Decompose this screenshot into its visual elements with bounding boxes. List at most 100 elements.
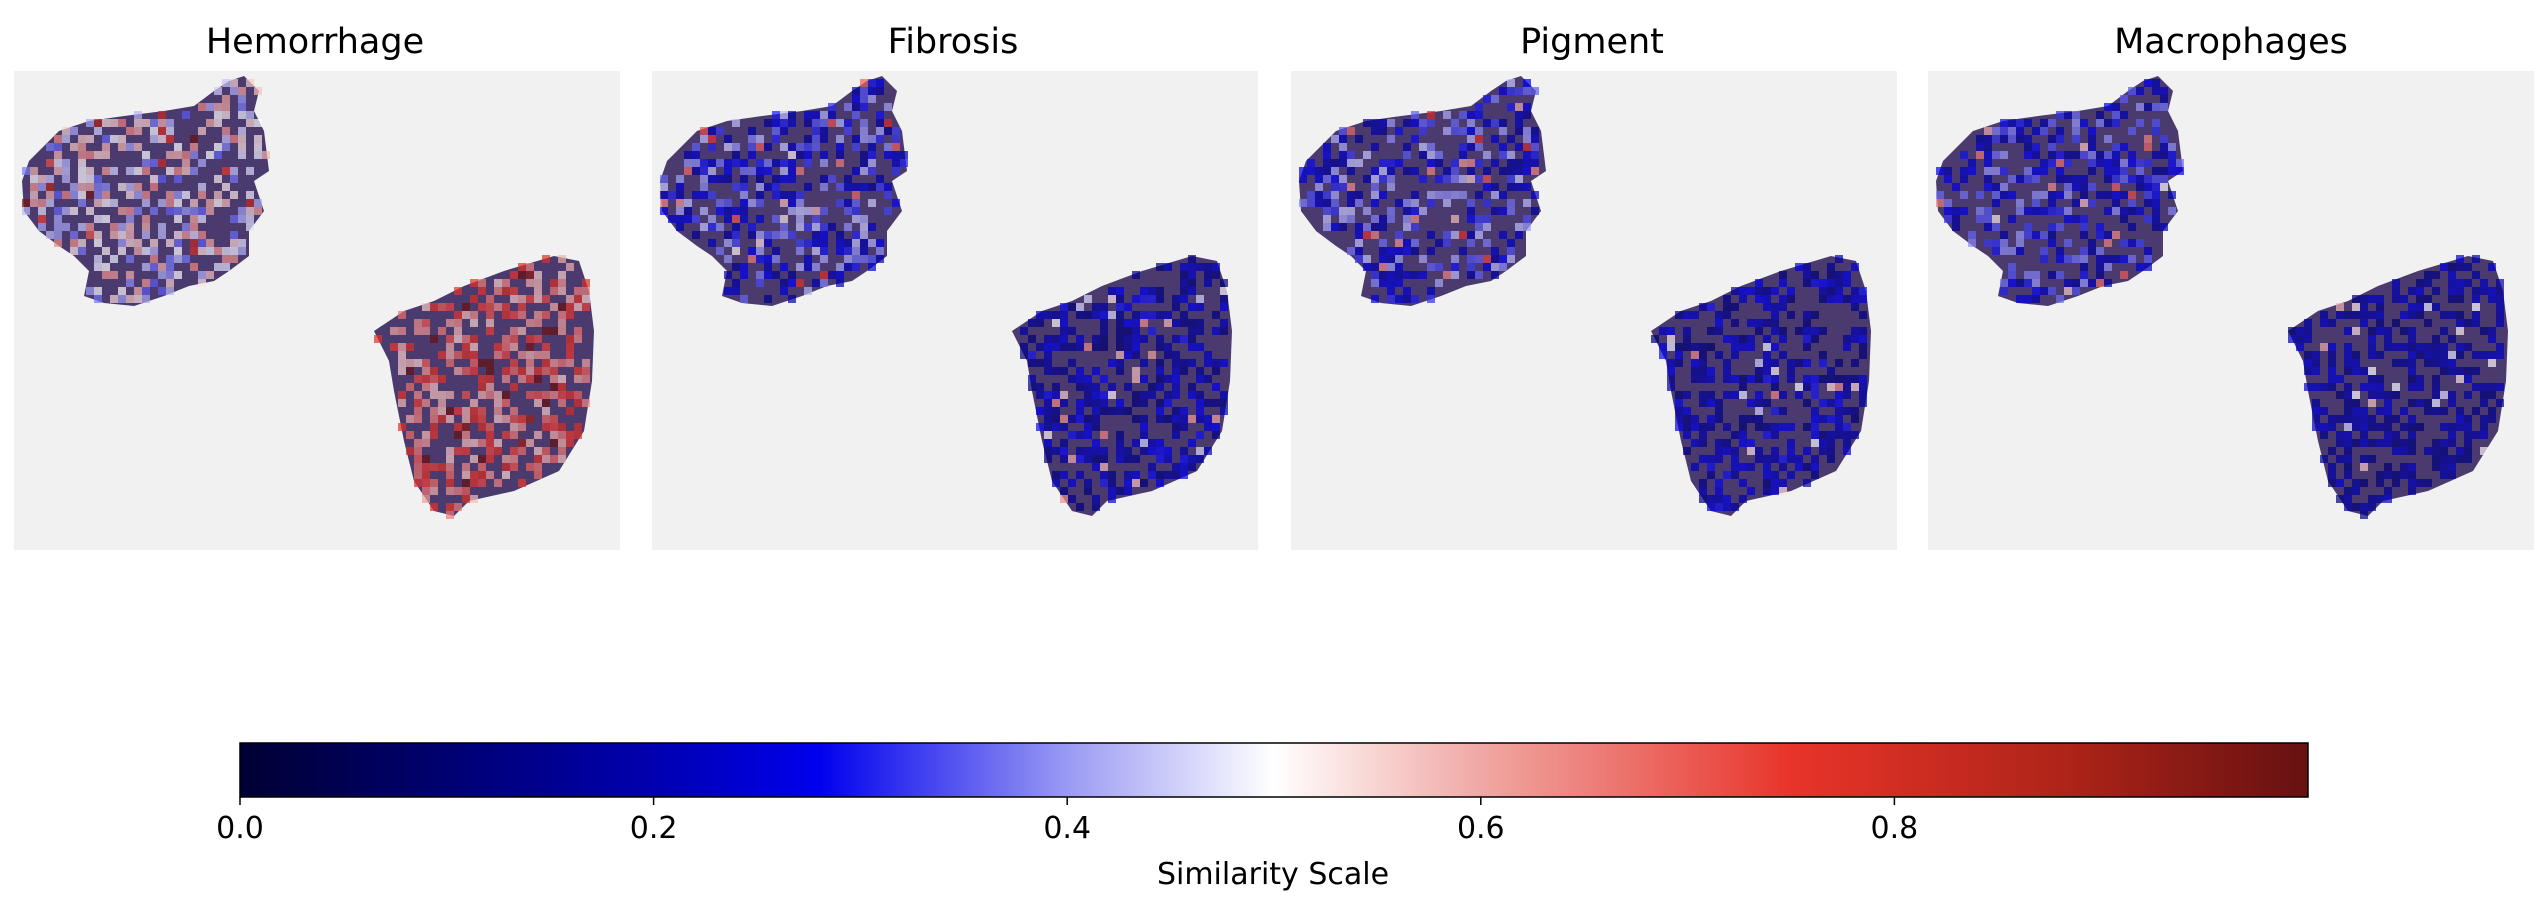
similarity-cell <box>1787 375 1795 383</box>
colorbar-tick-label: 0.0 <box>216 811 264 846</box>
similarity-cell <box>756 143 764 151</box>
similarity-cell <box>1952 183 1960 191</box>
similarity-cell <box>126 223 134 231</box>
similarity-cell <box>1507 87 1515 95</box>
similarity-cell <box>1084 311 1092 319</box>
similarity-cell <box>1148 351 1156 359</box>
similarity-cell <box>1811 271 1819 279</box>
similarity-cell <box>2368 335 2376 343</box>
similarity-cell <box>1755 455 1763 463</box>
similarity-cell <box>1523 183 1531 191</box>
similarity-cell <box>836 151 844 159</box>
similarity-cell <box>2104 159 2112 167</box>
similarity-cell <box>1803 311 1811 319</box>
similarity-cell <box>2472 271 2480 279</box>
similarity-cell <box>558 255 566 263</box>
similarity-cell <box>430 431 438 439</box>
similarity-cell <box>78 159 86 167</box>
similarity-cell <box>2144 191 2152 199</box>
similarity-cell <box>1992 127 2000 135</box>
similarity-cell <box>1715 407 1723 415</box>
similarity-cell <box>1339 151 1347 159</box>
similarity-cell <box>1060 455 1068 463</box>
similarity-cell <box>1731 319 1739 327</box>
similarity-cell <box>1140 447 1148 455</box>
similarity-cell <box>1507 175 1515 183</box>
similarity-cell <box>796 199 804 207</box>
similarity-cell <box>1427 119 1435 127</box>
similarity-cell <box>214 111 222 119</box>
similarity-cell <box>2072 151 2080 159</box>
similarity-cell <box>1451 159 1459 167</box>
similarity-cell <box>860 135 868 143</box>
similarity-cell <box>414 327 422 335</box>
similarity-cell <box>1100 431 1108 439</box>
similarity-cell <box>446 335 454 343</box>
similarity-cell <box>398 359 406 367</box>
similarity-cell <box>2408 415 2416 423</box>
similarity-cell <box>1060 367 1068 375</box>
similarity-cell <box>1084 423 1092 431</box>
similarity-cell <box>550 415 558 423</box>
similarity-cell <box>438 303 446 311</box>
similarity-cell <box>94 199 102 207</box>
similarity-cell <box>1819 327 1827 335</box>
similarity-cell <box>150 247 158 255</box>
similarity-cell <box>1140 287 1148 295</box>
similarity-cell <box>1387 119 1395 127</box>
similarity-cell <box>398 399 406 407</box>
similarity-cell <box>422 319 430 327</box>
similarity-cell <box>1084 399 1092 407</box>
similarity-cell <box>1084 455 1092 463</box>
similarity-cell <box>2048 271 2056 279</box>
similarity-cell <box>2064 239 2072 247</box>
similarity-cell <box>1771 423 1779 431</box>
similarity-cell <box>22 167 30 175</box>
similarity-cell <box>1451 127 1459 135</box>
similarity-cell <box>732 279 740 287</box>
similarity-cell <box>1859 327 1867 335</box>
similarity-cell <box>86 183 94 191</box>
similarity-cell <box>126 215 134 223</box>
similarity-cell <box>2144 135 2152 143</box>
similarity-cell <box>2112 199 2120 207</box>
similarity-cell <box>1707 495 1715 503</box>
similarity-cell <box>2024 135 2032 143</box>
similarity-cell <box>684 159 692 167</box>
similarity-cell <box>502 391 510 399</box>
similarity-cell <box>1771 303 1779 311</box>
similarity-cell <box>2128 223 2136 231</box>
similarity-cell <box>1323 167 1331 175</box>
similarity-cell <box>206 239 214 247</box>
similarity-cell <box>2440 367 2448 375</box>
similarity-cell <box>158 127 166 135</box>
similarity-cell <box>2408 327 2416 335</box>
similarity-cell <box>2488 263 2496 271</box>
similarity-cell <box>708 239 716 247</box>
similarity-cell <box>1331 175 1339 183</box>
similarity-cell <box>820 271 828 279</box>
similarity-cell <box>582 359 590 367</box>
similarity-cell <box>2304 367 2312 375</box>
similarity-cell <box>94 295 102 303</box>
similarity-cell <box>1156 399 1164 407</box>
similarity-cell <box>254 143 262 151</box>
similarity-cell <box>1204 351 1212 359</box>
similarity-cell <box>868 159 876 167</box>
similarity-cell <box>1523 135 1531 143</box>
similarity-cell <box>1779 295 1787 303</box>
similarity-cell <box>2064 207 2072 215</box>
similarity-cell <box>1044 367 1052 375</box>
similarity-cell <box>2360 511 2368 519</box>
similarity-cell <box>2408 439 2416 447</box>
similarity-cell <box>1835 359 1843 367</box>
similarity-cell <box>190 135 198 143</box>
similarity-cell <box>1747 319 1755 327</box>
similarity-cell <box>1395 247 1403 255</box>
similarity-cell <box>2056 159 2064 167</box>
similarity-cell <box>2336 479 2344 487</box>
similarity-cell <box>1116 431 1124 439</box>
similarity-cell <box>812 263 820 271</box>
similarity-cell <box>788 151 796 159</box>
similarity-cell <box>534 311 542 319</box>
